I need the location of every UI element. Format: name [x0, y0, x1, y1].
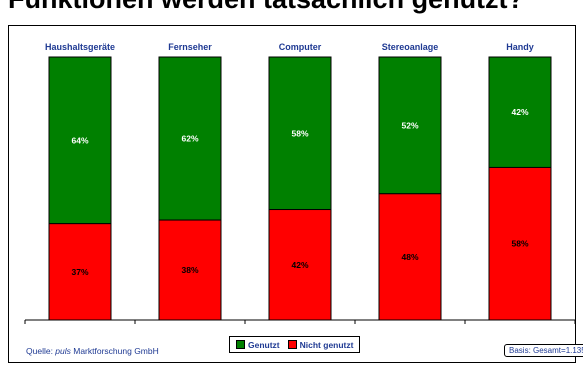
legend-label-nicht-genutzt: Nicht genutzt	[300, 340, 354, 350]
source-suffix: Marktforschung GmbH	[71, 346, 159, 356]
value-label-genutzt-stereoanlage: 52%	[401, 120, 418, 130]
value-label-nicht-genutzt-haushaltsger-te: 37%	[71, 267, 88, 277]
value-label-nicht-genutzt-stereoanlage: 48%	[401, 252, 418, 262]
x-axis-ticks	[25, 320, 575, 324]
basis-note: Basis: Gesamt=1.135	[504, 344, 583, 357]
category-label-fernseher: Fernseher	[168, 42, 212, 52]
category-label-stereoanlage: Stereoanlage	[382, 42, 439, 52]
value-label-genutzt-haushaltsger-te: 64%	[71, 135, 88, 145]
legend-item-nicht-genutzt: Nicht genutzt	[288, 340, 354, 350]
category-label-computer: Computer	[279, 42, 322, 52]
value-label-nicht-genutzt-fernseher: 38%	[181, 265, 198, 275]
legend-label-genutzt: Genutzt	[248, 340, 280, 350]
value-label-nicht-genutzt-handy: 58%	[511, 239, 528, 249]
value-label-nicht-genutzt-computer: 42%	[291, 260, 308, 270]
category-label-haushaltsger-te: Haushaltsgeräte	[45, 42, 115, 52]
bars-group	[49, 57, 551, 320]
value-label-genutzt-handy: 42%	[511, 107, 528, 117]
legend-item-genutzt: Genutzt	[236, 340, 280, 350]
category-label-handy: Handy	[506, 42, 534, 52]
source-brand: puls	[55, 346, 71, 356]
value-label-genutzt-computer: 58%	[291, 128, 308, 138]
source-prefix: Quelle:	[26, 346, 55, 356]
category-labels: Haushaltsgeräte Fernseher Computer Stereoan…	[45, 42, 534, 52]
chart-legend: Genutzt Nicht genutzt	[229, 336, 360, 353]
source-note: Quelle: puls Marktforschung GmbH	[26, 346, 159, 356]
value-label-genutzt-fernseher: 62%	[181, 134, 198, 144]
legend-swatch-genutzt	[236, 340, 245, 349]
legend-swatch-nicht-genutzt	[288, 340, 297, 349]
